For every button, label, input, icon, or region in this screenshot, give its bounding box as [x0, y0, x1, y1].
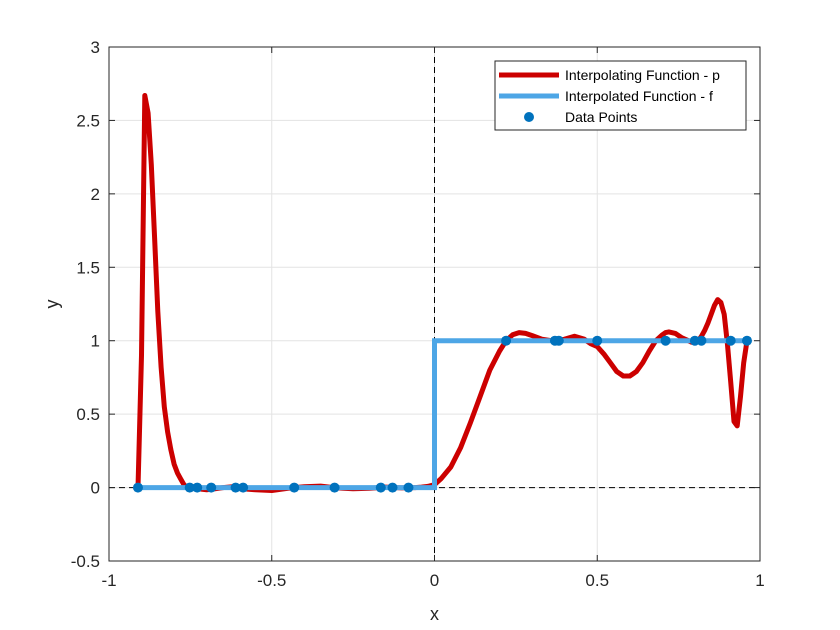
data-point — [184, 482, 195, 493]
data-point — [696, 335, 707, 346]
ticks: -1 -0.5 0 0.5 1-0.500.511.522.53 — [71, 38, 765, 590]
x-tick-label: -1 — [101, 571, 116, 590]
y-tick-label: 1.5 — [76, 258, 100, 277]
data-point — [553, 335, 564, 346]
y-tick-label: 2.5 — [76, 111, 100, 130]
y-tick-label: 2 — [91, 185, 100, 204]
legend: Interpolating Function - p Interpolated … — [494, 60, 747, 131]
y-tick-label: 1 — [91, 332, 100, 351]
series-line-interpolated — [138, 338, 747, 491]
legend-label-interpolated: Interpolated Function - f — [565, 88, 713, 104]
x-tick-label: 0 — [430, 571, 439, 590]
x-axis-label: x — [430, 604, 439, 624]
data-point — [206, 482, 217, 493]
legend-label-interpolating: Interpolating Function - p — [565, 67, 720, 83]
y-tick-label: 0 — [91, 479, 100, 498]
data-point — [230, 482, 241, 493]
data-point — [238, 482, 249, 493]
data-point — [329, 482, 340, 493]
data-point — [289, 482, 300, 493]
x-tick-label: 1 — [755, 571, 764, 590]
data-point — [192, 482, 203, 493]
data-point — [501, 335, 512, 346]
y-tick-label: 0.5 — [76, 405, 100, 424]
x-tick-label: 0.5 — [585, 571, 609, 590]
data-point — [741, 335, 752, 346]
data-point — [132, 482, 143, 493]
data-point — [725, 335, 736, 346]
y-axis-label: y — [42, 300, 62, 309]
data-point — [660, 335, 671, 346]
data-point — [387, 482, 398, 493]
data-point — [375, 482, 386, 493]
data-point — [403, 482, 414, 493]
legend-swatch-data-points — [524, 112, 534, 122]
data-point — [592, 335, 603, 346]
y-tick-label: 3 — [91, 38, 100, 57]
x-tick-label: -0.5 — [257, 571, 286, 590]
series-layer — [132, 93, 752, 493]
legend-label-data-points: Data Points — [565, 109, 637, 125]
y-tick-label: -0.5 — [71, 552, 100, 571]
